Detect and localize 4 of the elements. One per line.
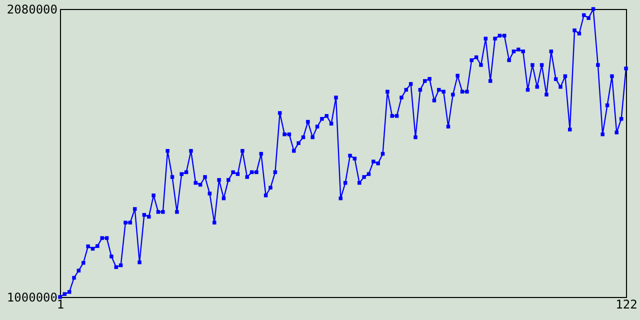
y-tick-label: 2080000 <box>6 2 58 16</box>
x-tick-label: 122 <box>616 298 638 312</box>
y-tick-label: 1000000 <box>6 290 58 304</box>
x-tick-label: 1 <box>56 298 64 312</box>
